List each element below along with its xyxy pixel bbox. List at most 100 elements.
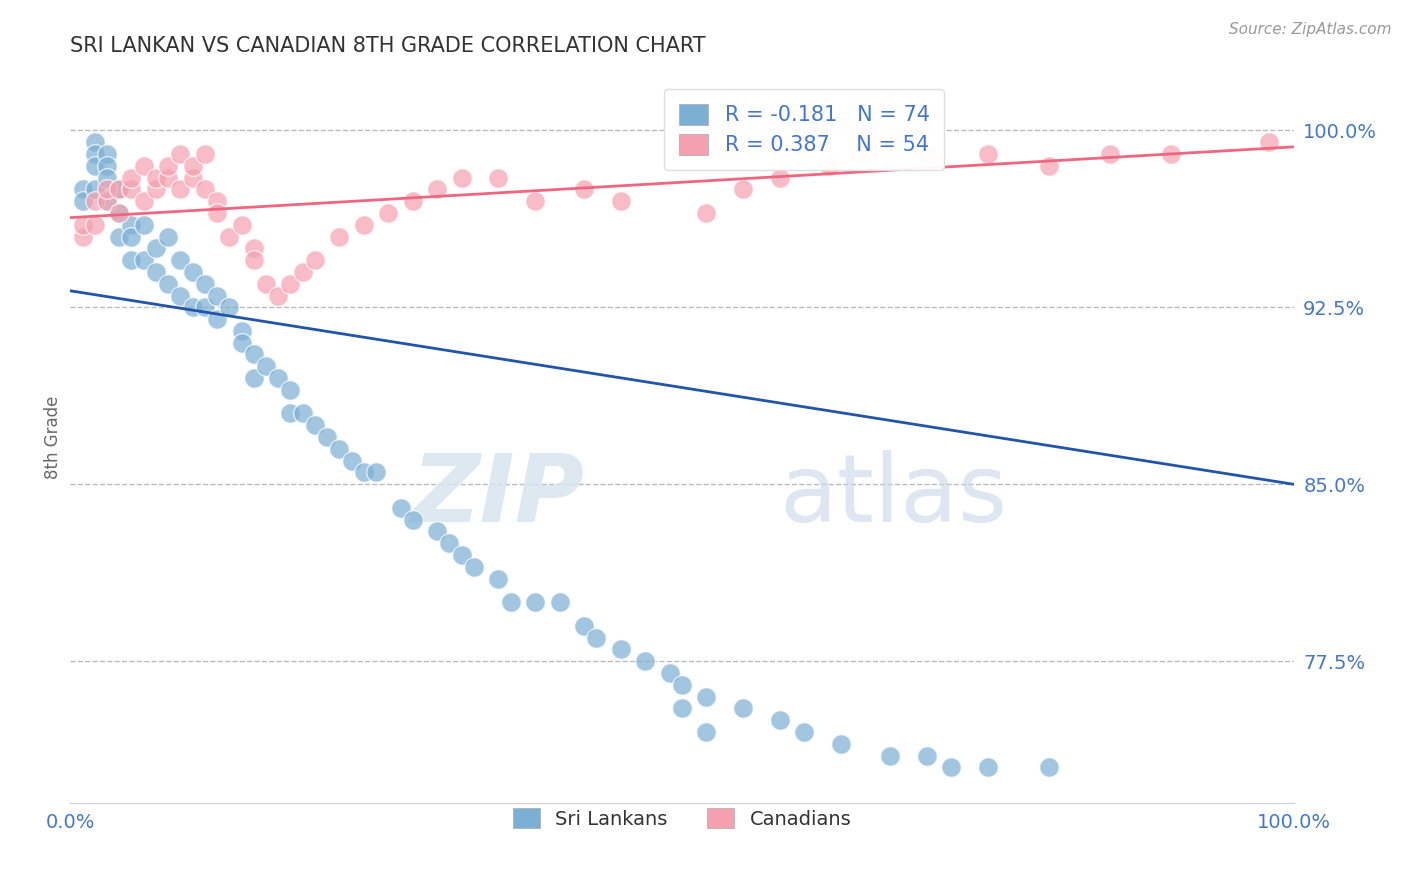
Point <box>426 524 449 539</box>
Point <box>439 536 461 550</box>
Point <box>205 206 228 220</box>
Point <box>83 218 105 232</box>
Point <box>488 170 510 185</box>
Point <box>733 701 755 715</box>
Point <box>121 229 143 244</box>
Point <box>830 737 852 751</box>
Point <box>1099 147 1122 161</box>
Point <box>610 642 633 657</box>
Point <box>402 194 425 208</box>
Point <box>793 725 815 739</box>
Point <box>817 159 839 173</box>
Point <box>83 194 105 208</box>
Point <box>83 135 105 149</box>
Point <box>96 194 118 208</box>
Point <box>194 277 217 291</box>
Point <box>169 147 191 161</box>
Point <box>243 371 266 385</box>
Point <box>1038 159 1060 173</box>
Point <box>96 159 118 173</box>
Point <box>976 760 998 774</box>
Text: atlas: atlas <box>780 450 1008 541</box>
Text: Source: ZipAtlas.com: Source: ZipAtlas.com <box>1229 22 1392 37</box>
Point <box>291 407 314 421</box>
Point <box>658 666 681 681</box>
Point <box>205 312 228 326</box>
Point <box>671 701 693 715</box>
Point <box>121 170 143 185</box>
Point <box>83 147 105 161</box>
Point <box>194 147 217 161</box>
Point <box>157 277 180 291</box>
Point <box>1258 135 1281 149</box>
Point <box>377 206 399 220</box>
Point <box>463 559 485 574</box>
Point <box>231 218 253 232</box>
Legend: Sri Lankans, Canadians: Sri Lankans, Canadians <box>498 793 866 845</box>
Point <box>72 182 94 196</box>
Point <box>121 182 143 196</box>
Point <box>366 466 388 480</box>
Point <box>205 194 228 208</box>
Point <box>548 595 571 609</box>
Point <box>1038 760 1060 774</box>
Point <box>83 159 105 173</box>
Point <box>169 288 191 302</box>
Point <box>243 347 266 361</box>
Point <box>218 301 240 315</box>
Point <box>524 194 547 208</box>
Point <box>389 500 412 515</box>
Point <box>328 229 350 244</box>
Point <box>72 194 94 208</box>
Point <box>976 147 998 161</box>
Point <box>145 265 167 279</box>
Point <box>157 159 180 173</box>
Point <box>169 253 191 268</box>
Point <box>280 383 302 397</box>
Point <box>304 253 326 268</box>
Point <box>96 147 118 161</box>
Point <box>132 159 155 173</box>
Point <box>353 218 375 232</box>
Point <box>108 229 131 244</box>
Point <box>340 453 363 467</box>
Point <box>218 229 240 244</box>
Point <box>96 170 118 185</box>
Point <box>402 513 425 527</box>
Point <box>145 241 167 255</box>
Point <box>671 678 693 692</box>
Point <box>157 229 180 244</box>
Point <box>132 194 155 208</box>
Point <box>267 288 290 302</box>
Point <box>634 654 657 668</box>
Point <box>145 182 167 196</box>
Point <box>855 147 877 161</box>
Point <box>254 359 277 374</box>
Point <box>145 170 167 185</box>
Point <box>915 147 938 161</box>
Point <box>280 407 302 421</box>
Point <box>304 418 326 433</box>
Point <box>524 595 547 609</box>
Point <box>121 253 143 268</box>
Point <box>96 194 118 208</box>
Point <box>181 265 204 279</box>
Point <box>157 170 180 185</box>
Point <box>499 595 522 609</box>
Point <box>194 301 217 315</box>
Point <box>585 631 607 645</box>
Point <box>108 206 131 220</box>
Point <box>939 760 962 774</box>
Point <box>879 748 901 763</box>
Point <box>132 218 155 232</box>
Point <box>426 182 449 196</box>
Point <box>243 241 266 255</box>
Point <box>83 182 105 196</box>
Y-axis label: 8th Grade: 8th Grade <box>44 395 62 479</box>
Point <box>695 690 717 704</box>
Point <box>769 170 792 185</box>
Point <box>108 182 131 196</box>
Point <box>205 288 228 302</box>
Point <box>316 430 339 444</box>
Point <box>231 324 253 338</box>
